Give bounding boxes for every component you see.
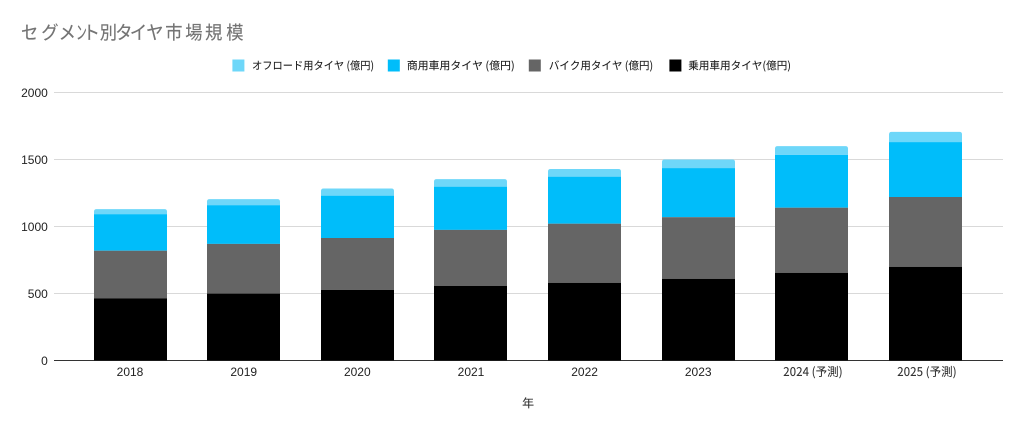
svg-text:2022: 2022: [571, 365, 598, 379]
svg-text:500: 500: [28, 287, 48, 301]
svg-text:2021: 2021: [458, 365, 485, 379]
svg-text:1000: 1000: [21, 220, 48, 234]
svg-text:1500: 1500: [21, 153, 48, 167]
svg-text:2019: 2019: [230, 365, 257, 379]
svg-text:2020: 2020: [344, 365, 371, 379]
svg-text:2018: 2018: [117, 365, 144, 379]
svg-text:0: 0: [41, 354, 48, 368]
svg-text:2000: 2000: [21, 86, 48, 100]
svg-text:2023: 2023: [685, 365, 712, 379]
